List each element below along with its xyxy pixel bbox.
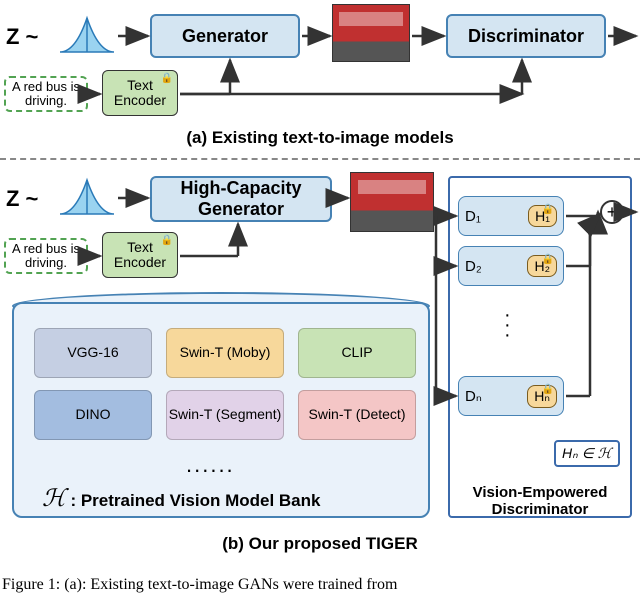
discriminator-sub: DₙHₙ🔒 <box>458 376 564 416</box>
lock-icon: 🔒 <box>161 235 173 246</box>
plus-icon: + <box>600 200 624 224</box>
z-label-b: Z ~ <box>6 186 38 212</box>
bank-chip: CLIP <box>298 328 416 378</box>
bank-label: ℋ : Pretrained Vision Model Bank <box>42 484 320 513</box>
bus-image-a <box>332 4 410 62</box>
bank-chip: DINO <box>34 390 152 440</box>
bank-sym: ℋ <box>42 486 66 512</box>
caption-b: (b) Our proposed TIGER <box>0 534 640 554</box>
lock-icon: 🔒 <box>161 73 173 84</box>
divider <box>0 158 640 160</box>
text-encoder-b: Text Encoder 🔒 <box>102 232 178 278</box>
bank-chip: Swin-T (Segment) <box>166 390 284 440</box>
bell-b <box>58 174 116 218</box>
bank-chip: VGG-16 <box>34 328 152 378</box>
figure-caption: Figure 1: (a): Existing text-to-image GA… <box>2 576 638 594</box>
hn-membership: Hₙ ∈ ℋ <box>554 440 620 467</box>
discriminator-sub: D₂H₂🔒 <box>458 246 564 286</box>
text-prompt-a: A red bus is driving. <box>4 76 88 112</box>
z-label-a: Z ~ <box>6 24 38 50</box>
bank-chip: Swin-T (Moby) <box>166 328 284 378</box>
caption-a: (a) Existing text-to-image models <box>0 128 640 148</box>
vmd-vdots: ··· <box>504 310 511 340</box>
vmd-title: Vision-Empowered Discriminator <box>450 484 630 518</box>
bank-dots: ...... <box>186 452 235 478</box>
generator-a: Generator <box>150 14 300 58</box>
text-encoder-a: Text Encoder 🔒 <box>102 70 178 116</box>
bus-image-b <box>350 172 434 232</box>
bank-chip: Swin-T (Detect) <box>298 390 416 440</box>
generator-b: High-Capacity Generator <box>150 176 332 222</box>
discriminator-sub: D₁H₁🔒 <box>458 196 564 236</box>
bank-text: : Pretrained Vision Model Bank <box>70 491 320 510</box>
bell-a <box>58 12 116 56</box>
discriminator-a: Discriminator <box>446 14 606 58</box>
text-prompt-b: A red bus is driving. <box>4 238 88 274</box>
